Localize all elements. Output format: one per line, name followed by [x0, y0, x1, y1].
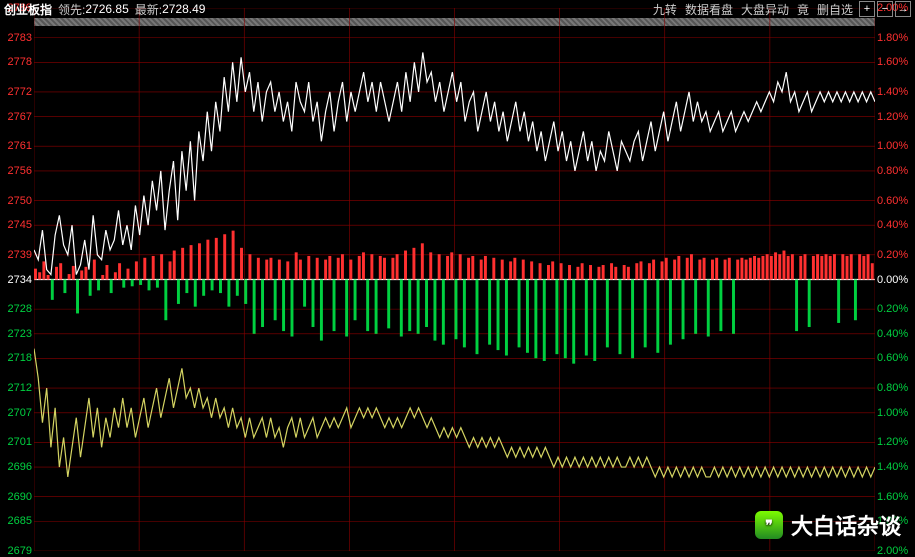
lead-label: 领先: — [58, 1, 85, 18]
tab-jing[interactable]: 竟 — [797, 1, 809, 18]
y-tick-left: 2696 — [8, 461, 32, 473]
y-tick-right: 1.00% — [877, 407, 908, 419]
y-tick-right: 0.60% — [877, 195, 908, 207]
y-tick-right: 1.40% — [877, 86, 908, 98]
y-tick-left: 2739 — [8, 249, 32, 261]
y-tick-right: 0.20% — [877, 249, 908, 261]
y-tick-left: 2718 — [8, 352, 32, 364]
y-axis-right: 2.00%1.80%1.60%1.40%1.20%1.00%0.80%0.60%… — [875, 0, 915, 551]
y-tick-left: 2685 — [8, 515, 32, 527]
tab-jiuzhuan[interactable]: 九转 — [653, 1, 677, 18]
chart-plot-area[interactable] — [34, 8, 875, 551]
y-tick-right: 0.60% — [877, 352, 908, 364]
y-tick-left: 2734 — [8, 274, 32, 286]
watermark: ❞ 大白话杂谈 — [755, 509, 901, 541]
y-tick-right: 0.40% — [877, 328, 908, 340]
y-tick-left: 2783 — [8, 32, 32, 44]
y-tick-right: 0.40% — [877, 219, 908, 231]
y-tick-left: 2728 — [8, 303, 32, 315]
y-tick-right: 0.20% — [877, 303, 908, 315]
tab-data-watch[interactable]: 数据看盘 — [685, 1, 733, 18]
y-tick-left: 2745 — [8, 219, 32, 231]
y-tick-right: 1.20% — [877, 111, 908, 123]
y-tick-right: 1.60% — [877, 56, 908, 68]
tab-market-move[interactable]: 大盘异动 — [741, 1, 789, 18]
y-tick-left: 2778 — [8, 56, 32, 68]
y-tick-right: 1.20% — [877, 436, 908, 448]
zoom-out-button[interactable]: − — [877, 1, 893, 17]
lead-value: 2726.85 — [85, 2, 128, 16]
y-tick-left: 2701 — [8, 436, 32, 448]
y-tick-left: 2767 — [8, 111, 32, 123]
y-tick-right: 0.80% — [877, 165, 908, 177]
price-lines — [34, 8, 875, 551]
y-axis-left: 2789278327782772276727612756275027452739… — [0, 0, 34, 551]
y-tick-right: 0.00% — [877, 274, 908, 286]
index-name: 创业板指 — [4, 1, 52, 18]
y-tick-right: 2.00% — [877, 545, 908, 557]
y-tick-right: 1.40% — [877, 461, 908, 473]
y-tick-left: 2750 — [8, 195, 32, 207]
y-tick-left: 2723 — [8, 328, 32, 340]
y-tick-left: 2690 — [8, 491, 32, 503]
arrow-right-button[interactable]: → — [895, 1, 911, 17]
y-tick-left: 2707 — [8, 407, 32, 419]
tab-del-fav[interactable]: 删自选 — [817, 1, 853, 18]
latest-label: 最新: — [135, 1, 162, 18]
y-tick-left: 2712 — [8, 382, 32, 394]
y-tick-right: 0.80% — [877, 382, 908, 394]
y-tick-left: 2772 — [8, 86, 32, 98]
y-tick-left: 2756 — [8, 165, 32, 177]
latest-value: 2728.49 — [162, 2, 205, 16]
y-tick-right: 1.80% — [877, 32, 908, 44]
watermark-text: 大白话杂谈 — [791, 509, 901, 541]
y-tick-right: 1.00% — [877, 140, 908, 152]
y-tick-right: 1.60% — [877, 491, 908, 503]
chart-header: 创业板指 领先: 2726.85 最新: 2728.49 九转 数据看盘 大盘异… — [0, 0, 915, 18]
y-tick-left: 2761 — [8, 140, 32, 152]
y-tick-left: 2679 — [8, 545, 32, 557]
wechat-icon: ❞ — [755, 511, 783, 539]
zoom-in-button[interactable]: + — [859, 1, 875, 17]
